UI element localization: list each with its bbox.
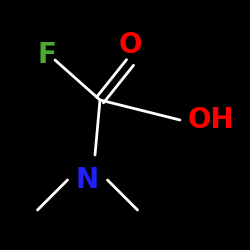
Text: O: O: [118, 31, 142, 59]
Text: OH: OH: [188, 106, 234, 134]
Text: F: F: [38, 41, 56, 69]
Text: N: N: [76, 166, 99, 194]
